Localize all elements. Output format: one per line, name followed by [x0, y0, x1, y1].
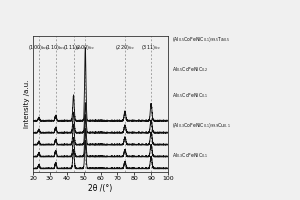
Text: (Al$_{0.5}$CoFeNiC$_{0.1}$)$_{99.5}$Ta$_{0.5}$: (Al$_{0.5}$CoFeNiC$_{0.1}$)$_{99.5}$Ta$_…: [172, 36, 231, 45]
X-axis label: 2θ /(°): 2θ /(°): [88, 184, 112, 193]
Text: (311)$_{fcc}$: (311)$_{fcc}$: [141, 43, 161, 52]
Text: Al$_{0.5}$CoFeNiC$_{0.1}$: Al$_{0.5}$CoFeNiC$_{0.1}$: [172, 92, 209, 100]
Text: Al$_{0.3}$CoFeNiC$_{0.1}$: Al$_{0.3}$CoFeNiC$_{0.1}$: [172, 152, 209, 160]
Text: (110)$_{bcc}$: (110)$_{bcc}$: [45, 43, 66, 52]
Text: (111)$_{fcc}$: (111)$_{fcc}$: [64, 43, 83, 52]
Text: Al$_{0.5}$CoFeNiC$_{0.2}$: Al$_{0.5}$CoFeNiC$_{0.2}$: [172, 66, 208, 74]
Text: (200)$_{fcc}$: (200)$_{fcc}$: [75, 43, 95, 52]
Text: (Al$_{0.3}$CoFeNiC$_{0.1}$)$_{99.9}$Cu$_{0.1}$: (Al$_{0.3}$CoFeNiC$_{0.1}$)$_{99.9}$Cu$_…: [172, 121, 231, 130]
Text: (220)$_{fcc}$: (220)$_{fcc}$: [115, 43, 135, 52]
Y-axis label: Intensity /a.u.: Intensity /a.u.: [24, 80, 30, 128]
Text: (100)$_{bcc}$: (100)$_{bcc}$: [28, 43, 50, 52]
